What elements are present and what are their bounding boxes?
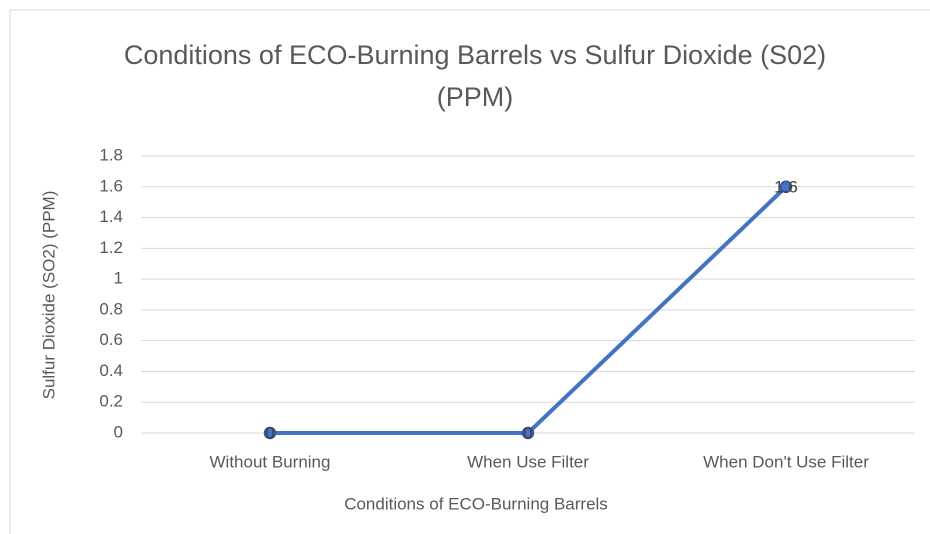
y-tick-label: 1.8	[99, 145, 123, 164]
data-point	[263, 426, 277, 440]
y-tick-label: 1.6	[99, 176, 123, 195]
data-point	[521, 426, 535, 440]
y-axis-label: Sulfur Dioxide (SO2) (PPM)	[39, 191, 58, 400]
y-tick-label: 0.4	[99, 361, 123, 380]
x-tick-label: When Use Filter	[467, 452, 589, 471]
data-label: 1.6	[774, 177, 798, 196]
data-point	[779, 180, 793, 194]
y-tick-label: 1.4	[99, 207, 123, 226]
y-tick-label: 0.8	[99, 299, 123, 318]
chart-frame	[9, 9, 930, 534]
x-axis-label: Conditions of ECO-Burning Barrels	[344, 494, 608, 513]
y-tick-label: 1	[114, 269, 123, 288]
data-label: 0	[523, 423, 532, 442]
chart-title: Conditions of ECO-Burning Barrels vs Sul…	[123, 40, 827, 112]
y-tick-label: 0	[114, 422, 123, 441]
y-tick-label: 0.2	[99, 392, 123, 411]
x-tick-label: When Don't Use Filter	[703, 452, 869, 471]
data-label: 0	[265, 423, 274, 442]
y-tick-label: 1.2	[99, 238, 123, 257]
y-tick-label: 0.6	[99, 330, 123, 349]
x-tick-label: Without Burning	[210, 452, 331, 471]
